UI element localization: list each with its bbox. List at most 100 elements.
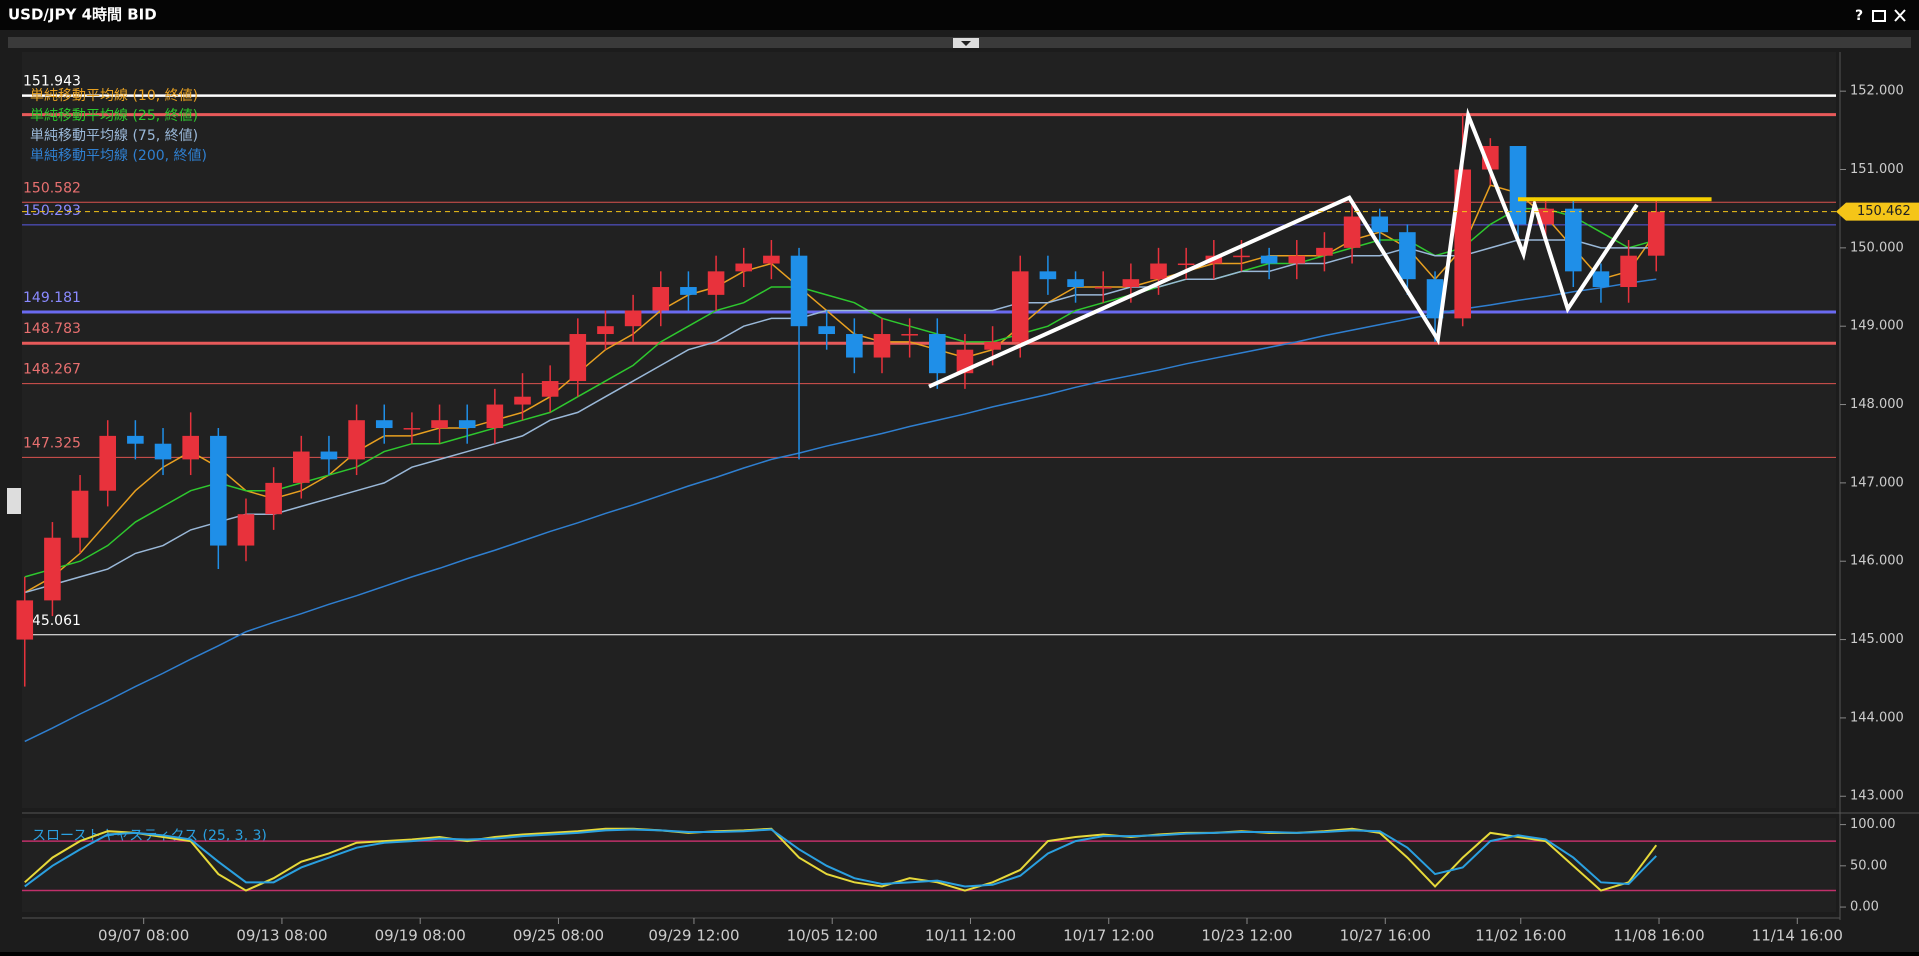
candle-body (348, 420, 365, 460)
price-level-label: 150.293 (23, 203, 81, 219)
candle-body (1316, 247, 1333, 256)
x-tick-label: 11/08 16:00 (1613, 927, 1704, 945)
candle-body (984, 341, 1001, 350)
candle-body (44, 537, 61, 601)
candle-body (1177, 263, 1195, 266)
candle-body (873, 334, 891, 358)
stochastic-line (24, 827, 1658, 892)
candle-body (71, 490, 89, 538)
candle-body (182, 435, 199, 460)
y-tick-label: 152.000 (1850, 84, 1904, 99)
candle-body (1233, 255, 1250, 258)
candle-body (1011, 271, 1029, 342)
candle-body (1094, 287, 1112, 289)
stochastic-pane (22, 818, 1836, 912)
maximize-button[interactable] (1872, 10, 1886, 22)
candle-body (790, 255, 808, 327)
y-tick-label: 50.00 (1850, 858, 1887, 873)
legend-entry: 単純移動平均線 (200, 終値) (30, 148, 207, 164)
candle-body (929, 334, 946, 374)
candle-body (1039, 271, 1057, 280)
candle-body (818, 326, 835, 335)
candle-body (514, 396, 531, 405)
current-price-label: 150.462 (1857, 204, 1911, 219)
price-level-label: 151.943 (23, 74, 81, 90)
legend-entry: 単純移動平均線 (75, 終値) (30, 128, 198, 144)
candle-body (486, 404, 504, 429)
candle-body (901, 334, 918, 336)
legend-entry: 単純移動平均線 (25, 終値) (30, 108, 198, 124)
window-title: USD/JPY 4時間 BID (8, 6, 157, 24)
candle-body (763, 255, 780, 264)
candle-body (1620, 255, 1637, 288)
y-tick-label: 146.000 (1850, 554, 1904, 569)
candle-body (99, 435, 117, 491)
candle-body (541, 381, 559, 397)
candle-body (1509, 146, 1527, 225)
y-tick-label: 150.000 (1850, 240, 1904, 255)
moving-average (24, 207, 1657, 578)
legend-entry: 単純移動平均線 (10, 終値) (30, 88, 198, 104)
y-tick-label: 147.000 (1850, 475, 1904, 490)
candle-body (458, 420, 476, 429)
candle-body (431, 420, 448, 429)
y-tick-label: 151.000 (1850, 162, 1904, 177)
trendline (928, 107, 1639, 389)
x-tick-label: 09/19 08:00 (375, 927, 466, 945)
x-tick-label: 09/25 08:00 (513, 927, 604, 945)
candle-body (846, 334, 863, 358)
candle-body (624, 310, 642, 327)
y-tick-label: 145.000 (1850, 632, 1904, 647)
candle-body (127, 435, 144, 444)
collapse-arrow (961, 41, 971, 46)
candle-body (597, 326, 614, 335)
candle-body (265, 482, 282, 515)
x-tick-label: 10/05 12:00 (787, 927, 878, 945)
x-tick-label: 10/17 12:00 (1063, 927, 1154, 945)
candle-body (1399, 232, 1416, 280)
x-tick-label: 09/29 12:00 (648, 927, 739, 945)
candle-body (1454, 169, 1471, 319)
x-tick-label: 11/14 16:00 (1752, 927, 1843, 945)
x-tick-label: 09/13 08:00 (236, 927, 327, 945)
stochastic-line (24, 828, 1657, 888)
indicator-label: スローストキャスティクス (25, 3, 3) (32, 828, 267, 844)
candle-body (375, 420, 393, 429)
close-button[interactable] (1894, 9, 1906, 22)
candle-body (1260, 255, 1278, 264)
candle-body (735, 263, 753, 272)
x-tick-label: 10/11 12:00 (925, 927, 1016, 945)
candle-body (16, 600, 34, 640)
moving-average (24, 278, 1657, 743)
price-level-label: 145.061 (23, 613, 81, 629)
candle-body (707, 271, 725, 295)
price-level-label: 148.783 (23, 321, 81, 337)
candle-body (292, 451, 310, 483)
candle-body (210, 435, 227, 546)
candle-body (1067, 279, 1084, 288)
moving-average (24, 184, 1657, 594)
side-toggle[interactable] (7, 488, 21, 514)
candle-body (1592, 271, 1610, 288)
candle-body (1647, 211, 1665, 256)
candle-body (1288, 255, 1306, 264)
price-level-label: 149.181 (23, 290, 81, 306)
price-level-label: 150.582 (23, 180, 81, 196)
candle-body (1122, 279, 1140, 288)
candle-body (1371, 216, 1389, 233)
candle-body (237, 514, 255, 546)
x-tick-label: 09/07 08:00 (98, 927, 189, 945)
y-tick-label: 100.00 (1850, 817, 1896, 832)
candle-body (1565, 208, 1582, 272)
candle-body (652, 287, 670, 311)
price-level-label: 147.325 (23, 435, 81, 451)
candle-body (403, 428, 421, 430)
candle-body (1150, 263, 1167, 280)
y-tick-label: 0.00 (1850, 900, 1879, 915)
main-pane (22, 52, 1836, 808)
y-tick-label: 143.000 (1850, 789, 1904, 804)
help-button[interactable]: ? (1855, 8, 1863, 24)
candle-body (680, 287, 697, 295)
